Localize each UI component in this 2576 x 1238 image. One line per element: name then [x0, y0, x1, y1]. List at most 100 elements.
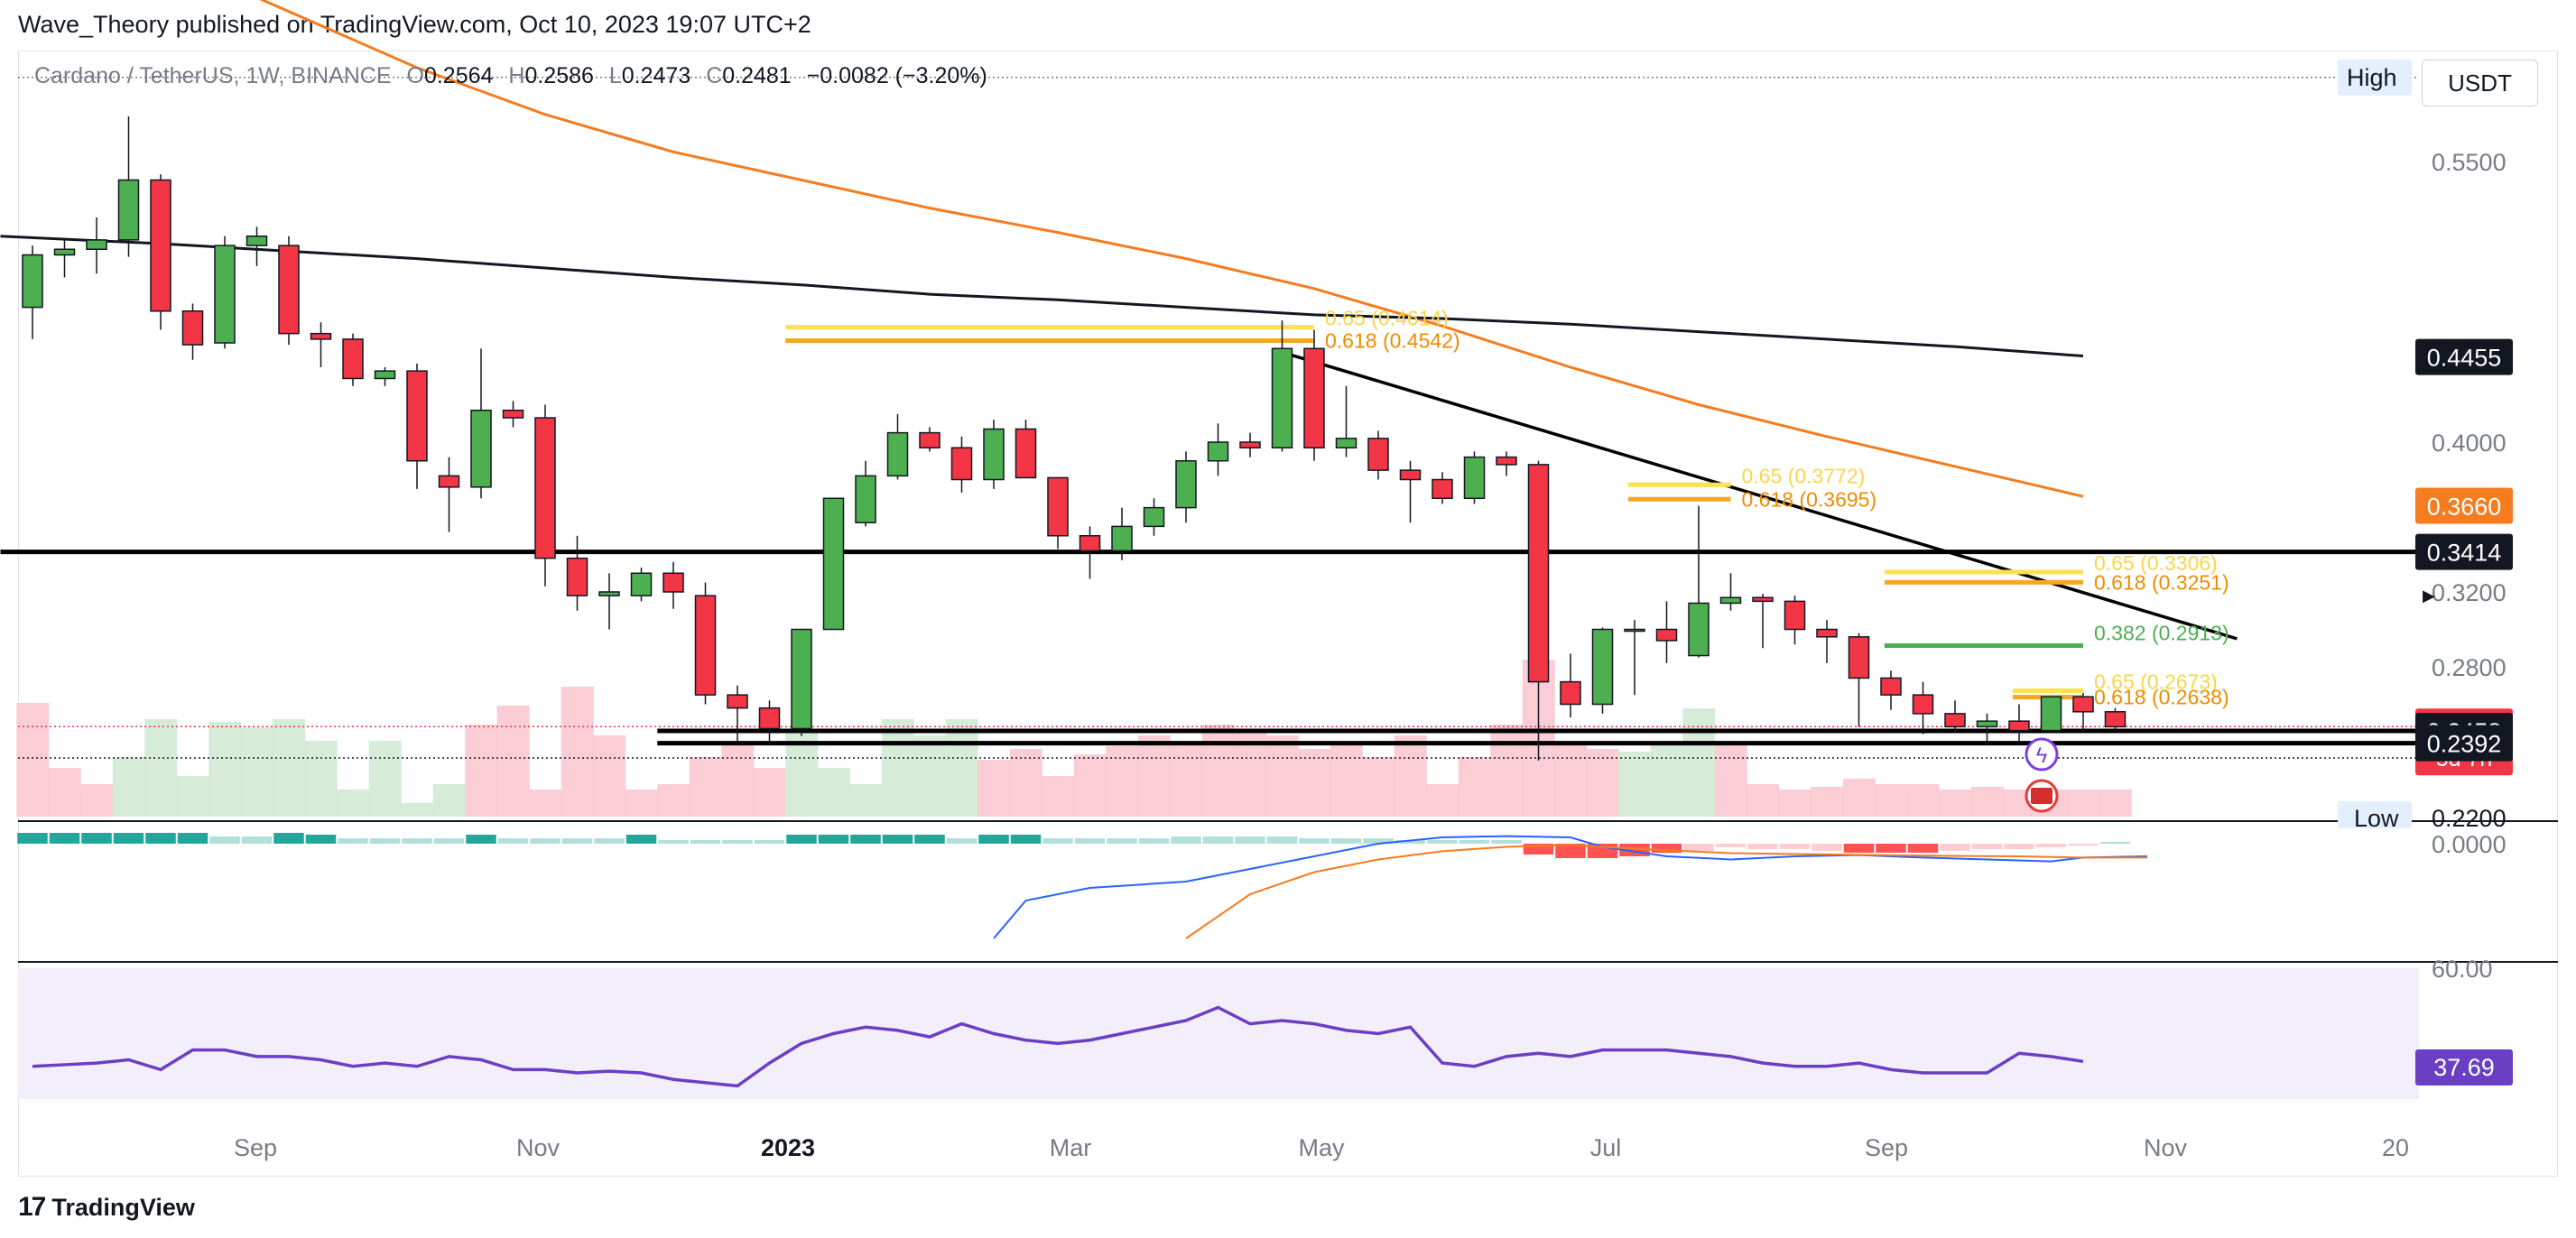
candle-bullish — [791, 628, 812, 730]
price-label: 0.3660 — [2427, 494, 2502, 521]
macd-histogram-bar — [1940, 844, 1970, 851]
candle-bullish — [1688, 602, 1710, 657]
candle-bullish — [1143, 506, 1165, 528]
macd-histogram-bar — [914, 835, 945, 844]
candle-bearish — [1079, 535, 1101, 552]
candle-bearish — [502, 409, 524, 419]
x-axis-tick: May — [1298, 1134, 1345, 1161]
high-marker-label: High — [2347, 64, 2397, 91]
low-marker-value: 0.2200 — [2432, 805, 2507, 832]
macd-histogram-bar — [1843, 844, 1875, 853]
volume-profile-bar — [1458, 757, 1491, 817]
x-axis-tick: 20 — [2382, 1134, 2409, 1161]
volume-profile-bar — [176, 776, 209, 817]
macd-histogram-bar — [818, 835, 849, 844]
volume-profile-bar — [1906, 784, 1940, 817]
candle-bullish — [117, 179, 140, 241]
macd-histogram-bar — [625, 835, 657, 844]
macd-histogram-bar — [1363, 838, 1394, 844]
macd-histogram-bar — [305, 835, 337, 844]
macd-histogram-bar — [209, 836, 240, 844]
volume-profile-bar — [1170, 741, 1203, 817]
candle-bearish — [1303, 347, 1325, 448]
macd-histogram-bar — [722, 840, 753, 844]
volume-profile-bar — [1201, 725, 1235, 817]
macd-histogram-bar — [530, 838, 561, 844]
candle-bearish — [1655, 628, 1678, 642]
macd-histogram-bar — [1010, 835, 1042, 844]
fib-label: 0.618 (0.4542) — [1325, 329, 1460, 353]
volume-profile-bar — [1009, 749, 1042, 817]
volume-profile-bar — [2099, 790, 2132, 817]
candle-bullish — [983, 428, 1005, 481]
price-label: 0.4455 — [2427, 345, 2502, 372]
y-axis-tick: 0.3200 — [2432, 579, 2507, 606]
volume-profile-bar — [849, 784, 883, 817]
macd-histogram-bar — [1138, 838, 1170, 844]
macd-histogram-bar — [690, 840, 721, 844]
ema-black-line — [0, 235, 2084, 358]
candle-bullish — [1111, 525, 1133, 552]
volume-profile-bar — [593, 735, 626, 817]
rsi-value-box — [2415, 1049, 2513, 1086]
macd-histogram-bar — [81, 833, 112, 844]
volume-profile-bar — [1106, 746, 1139, 817]
macd-signal-line — [1185, 844, 2147, 939]
volume-profile-bar — [1298, 749, 1331, 817]
macd-histogram-bar — [1971, 844, 2003, 849]
macd-histogram-bar — [1171, 836, 1201, 844]
candle-bearish — [1496, 456, 1517, 466]
volume-profile-bar — [304, 741, 338, 817]
volume-profile-bar — [529, 790, 562, 817]
volume-profile-bar — [465, 725, 498, 817]
volume-profile-bar — [1042, 776, 1075, 817]
macd-histogram-bar — [1683, 844, 1714, 851]
volume-profile-bar — [721, 741, 755, 817]
macd-histogram-bar — [369, 838, 401, 844]
legend-symbol[interactable]: Cardano / TetherUS, 1W, BINANCE — [34, 63, 392, 88]
x-axis-tick: Sep — [1865, 1134, 1908, 1161]
volume-profile-bar — [80, 784, 114, 817]
macd-histogram-bar — [2099, 842, 2131, 844]
candle-bullish — [86, 239, 107, 251]
macd-histogram-bar — [1907, 844, 1939, 853]
volume-profile-bar — [2067, 790, 2100, 817]
volume-profile-bar — [240, 727, 273, 817]
footer-brand[interactable]: 17 TradingView — [18, 1189, 195, 1225]
candle-bearish — [1015, 428, 1037, 479]
brand-name: TradingView — [51, 1193, 195, 1221]
currency-button[interactable]: USDT — [2422, 60, 2538, 106]
candle-bearish — [758, 707, 781, 730]
macd-histogram-bar — [1747, 844, 1778, 849]
volume-profile-bar — [48, 768, 81, 817]
macd-zero-tick: 0.0000 — [2432, 831, 2507, 858]
fib-green-label: 0.382 (0.2913) — [2094, 622, 2229, 645]
volume-profile-bar — [208, 722, 242, 817]
fib-upper-label: 0.65 (0.3306) — [2094, 551, 2218, 575]
candle-bullish — [1175, 460, 1197, 509]
macd-histogram-bar — [978, 835, 1009, 844]
legend-high: 0.2586 — [524, 63, 594, 88]
candle-bearish — [950, 447, 973, 481]
candle-bearish — [663, 572, 684, 593]
candle-bearish — [181, 310, 204, 346]
macd-histogram-bar — [1812, 844, 1842, 851]
us-flag-icon — [2031, 788, 2052, 804]
legend-close: 0.2481 — [722, 63, 792, 88]
candle-bullish — [1624, 628, 1645, 633]
volume-profile-bar — [368, 741, 402, 817]
fib-label: 0.618 (0.3251) — [2094, 570, 2229, 594]
macd-histogram-bar — [145, 833, 176, 844]
volume-profile-bar — [337, 790, 370, 817]
macd-histogram-bar — [1779, 844, 1811, 849]
price-label-box — [2415, 338, 2513, 375]
fib-label: 0.618 (0.2638) — [2094, 686, 2229, 709]
volume-profile-bar — [1714, 741, 1747, 817]
volume-profile-bar — [881, 719, 914, 817]
candle-bearish — [150, 179, 171, 312]
candle-bearish — [278, 245, 300, 335]
tradingview-logo-icon: 17 — [18, 1192, 46, 1222]
macd-histogram-bar — [1459, 840, 1490, 844]
macd-histogram-bar — [1299, 838, 1330, 844]
